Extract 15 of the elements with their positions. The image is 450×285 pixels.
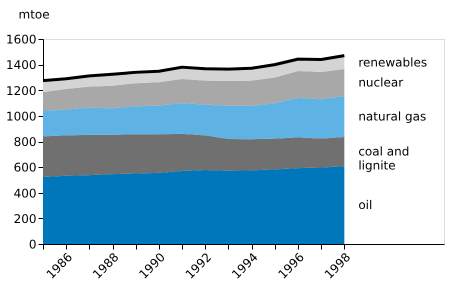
series-label: coal and lignite: [358, 144, 410, 173]
series-label: oil: [358, 198, 372, 212]
y-tick-label: 0: [28, 238, 36, 252]
y-tick-label: 1600: [6, 32, 36, 46]
y-tick-label: 1200: [6, 84, 36, 98]
y-tick-label: 600: [14, 160, 36, 175]
y-tick-label: 200: [14, 212, 36, 226]
y-tick-label: 800: [14, 135, 36, 149]
series-label: renewables: [358, 55, 428, 70]
y-tick-label: 400: [14, 186, 36, 200]
y-tick-label: 1400: [6, 58, 36, 72]
series-label: nuclear: [358, 76, 404, 90]
y-axis-title: mtoe: [18, 8, 50, 22]
y-tick-label: 1000: [6, 109, 36, 124]
series-label: natural gas: [358, 110, 426, 124]
